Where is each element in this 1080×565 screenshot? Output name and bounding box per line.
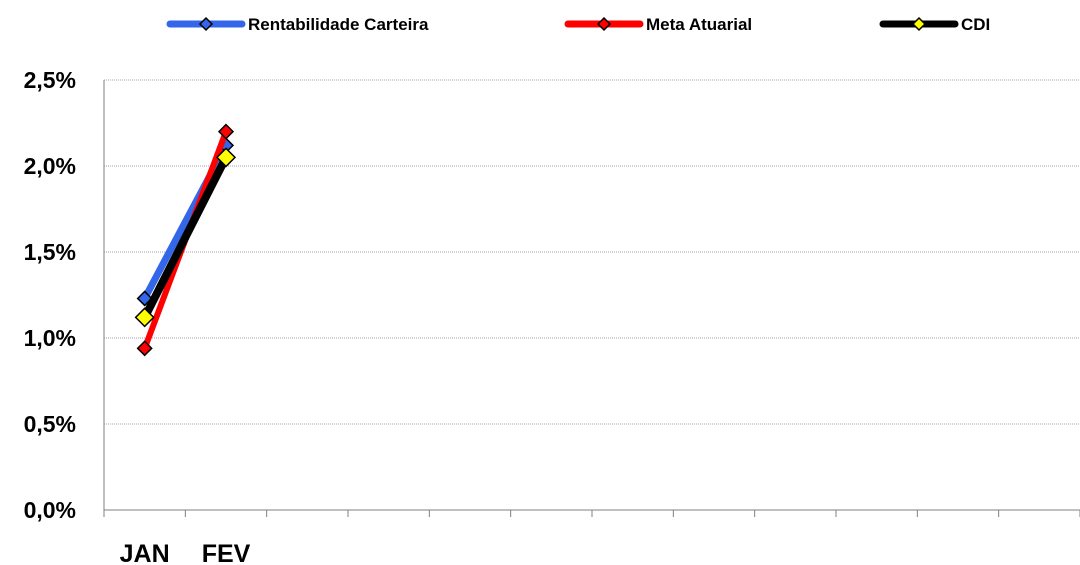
data-point [134, 307, 155, 328]
legend: Rentabilidade Carteira Meta Atuarial CDI [166, 15, 990, 34]
data-point [136, 290, 153, 307]
y-tick-label: 0,5% [24, 411, 76, 437]
series-2 [134, 147, 237, 328]
data-point [215, 147, 237, 168]
series [134, 123, 237, 357]
y-tick-label: 0,0% [24, 497, 76, 523]
gridlines [104, 79, 1080, 425]
y-tick-label: 2,0% [24, 153, 76, 179]
legend-swatch-marker [198, 16, 214, 32]
legend-swatch-marker [596, 16, 612, 32]
data-point [136, 340, 153, 357]
series-line [141, 155, 230, 320]
y-tick-label: 2,5% [24, 67, 76, 93]
legend-item: CDI [879, 15, 990, 34]
x-tick-label: FEV [202, 540, 251, 565]
y-tick-label: 1,0% [24, 325, 76, 351]
y-tick-label: 1,5% [24, 239, 76, 265]
axes: 0,0% 0,5% 1,0% 1,5% 2,0% 2,5% JAN FEV [24, 67, 1080, 565]
x-tick-label: JAN [120, 540, 170, 565]
legend-swatch-marker [911, 16, 927, 32]
legend-item: Meta Atuarial [564, 15, 752, 34]
legend-label: CDI [961, 15, 990, 34]
legend-label: Meta Atuarial [646, 15, 752, 34]
legend-label: Rentabilidade Carteira [248, 15, 429, 34]
legend-item: Rentabilidade Carteira [166, 15, 429, 34]
data-point [217, 123, 235, 140]
